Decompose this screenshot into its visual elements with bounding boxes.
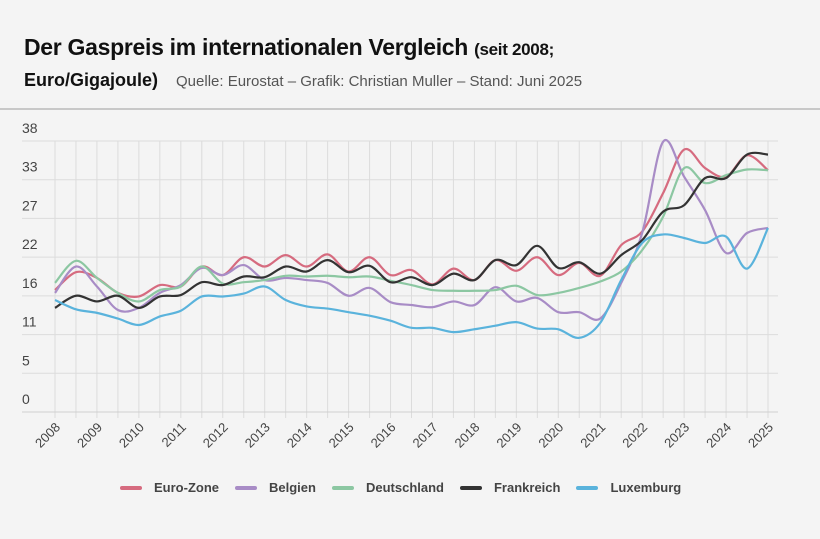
x-tick-label: 2010 xyxy=(116,420,147,451)
legend-item: Belgien xyxy=(235,480,316,495)
x-tick-label: 2020 xyxy=(535,420,566,451)
x-tick-label: 2013 xyxy=(242,420,273,451)
y-tick-label: 11 xyxy=(22,314,37,330)
legend-label: Euro-Zone xyxy=(154,480,219,495)
x-tick-label: 2021 xyxy=(577,420,608,451)
legend-swatch xyxy=(576,485,599,490)
x-tick-label: 2023 xyxy=(661,420,692,451)
y-tick-label: 33 xyxy=(22,159,38,175)
legend-item: Deutschland xyxy=(331,480,444,495)
chart-legend: Euro-Zone Belgien Deutschland Frankreich Lux… xyxy=(120,480,697,495)
x-tick-label: 2011 xyxy=(159,420,189,450)
y-tick-label: 22 xyxy=(22,236,38,252)
legend-label: Deutschland xyxy=(365,480,444,495)
source-note: Quelle: Eurostat – Grafik: Christian Mul… xyxy=(176,73,583,90)
chart-subtitle: Euro/Gigajoule) Quelle: Eurostat – Grafik… xyxy=(24,70,582,91)
series-line-luxemburg xyxy=(54,227,769,339)
legend-swatch xyxy=(459,485,482,490)
x-tick-label: 2008 xyxy=(32,420,63,451)
legend-item: Frankreich xyxy=(459,480,561,495)
title-line2: Euro/Gigajoule) xyxy=(24,70,159,90)
title-main: Der Gaspreis im internationalen Vergleic… xyxy=(24,34,469,60)
legend-swatch xyxy=(120,485,142,490)
chart-header: Der Gaspreis im internationalen Vergleic… xyxy=(0,0,820,110)
y-tick-label: 0 xyxy=(22,391,30,407)
x-tick-label: 2022 xyxy=(619,420,650,451)
x-tick-label: 2019 xyxy=(493,420,524,451)
legend-swatch xyxy=(331,485,354,490)
legend-item: Euro-Zone xyxy=(120,480,219,495)
x-tick-label: 2016 xyxy=(368,420,399,451)
series-line-deutschland xyxy=(54,165,769,303)
legend-label: Frankreich xyxy=(493,480,561,495)
series-line-frankreich xyxy=(54,151,769,309)
y-tick-label: 27 xyxy=(22,197,38,213)
x-tick-label: 2014 xyxy=(284,420,315,451)
x-tick-label: 2009 xyxy=(74,420,105,451)
legend-label: Luxemburg xyxy=(610,480,682,495)
x-tick-label: 2024 xyxy=(703,420,734,451)
legend-item: Luxemburg xyxy=(576,480,681,495)
x-tick-label: 2012 xyxy=(200,420,231,451)
chart-title: Der Gaspreis im internationalen Vergleic… xyxy=(24,34,554,61)
title-suffix: (seit 2008; xyxy=(474,40,554,59)
x-tick-label: 2025 xyxy=(745,420,776,451)
y-tick-label: 5 xyxy=(22,352,30,368)
y-tick-label: 16 xyxy=(22,275,38,291)
y-tick-label: 38 xyxy=(22,120,38,136)
x-tick-label: 2018 xyxy=(451,420,482,451)
x-tick-label: 2015 xyxy=(326,420,357,451)
legend-label: Belgien xyxy=(269,480,316,495)
legend-swatch xyxy=(235,485,257,490)
x-tick-label: 2017 xyxy=(410,420,441,451)
